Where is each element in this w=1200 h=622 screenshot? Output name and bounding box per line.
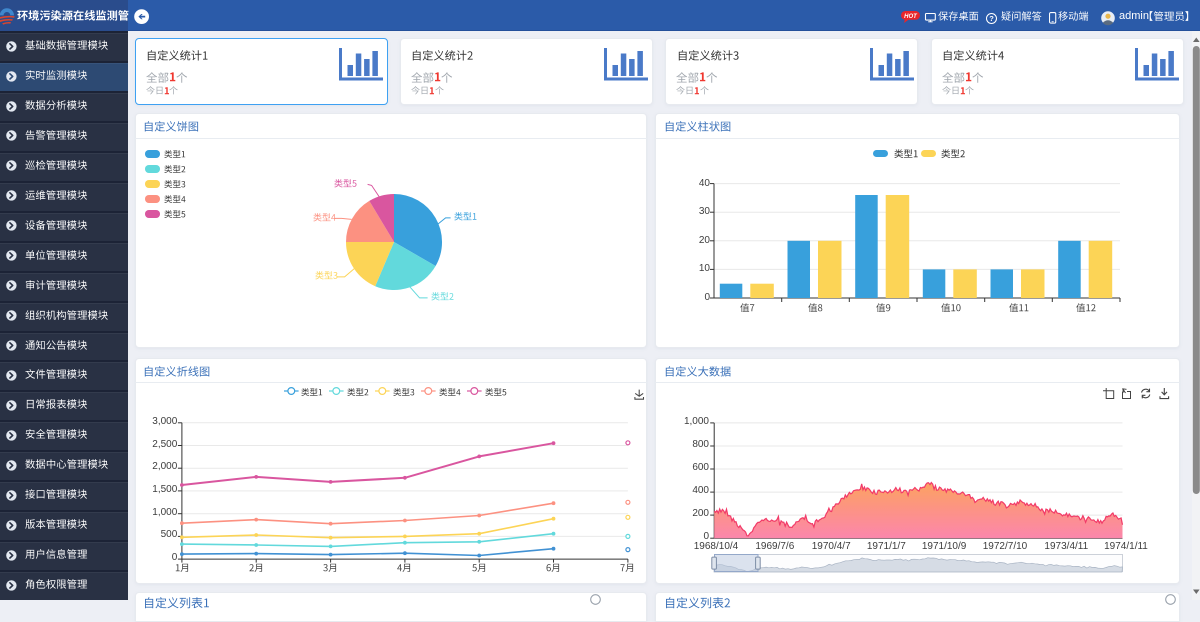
svg-text:HOT: HOT bbox=[904, 14, 918, 20]
svg-text:?: ? bbox=[989, 14, 994, 23]
